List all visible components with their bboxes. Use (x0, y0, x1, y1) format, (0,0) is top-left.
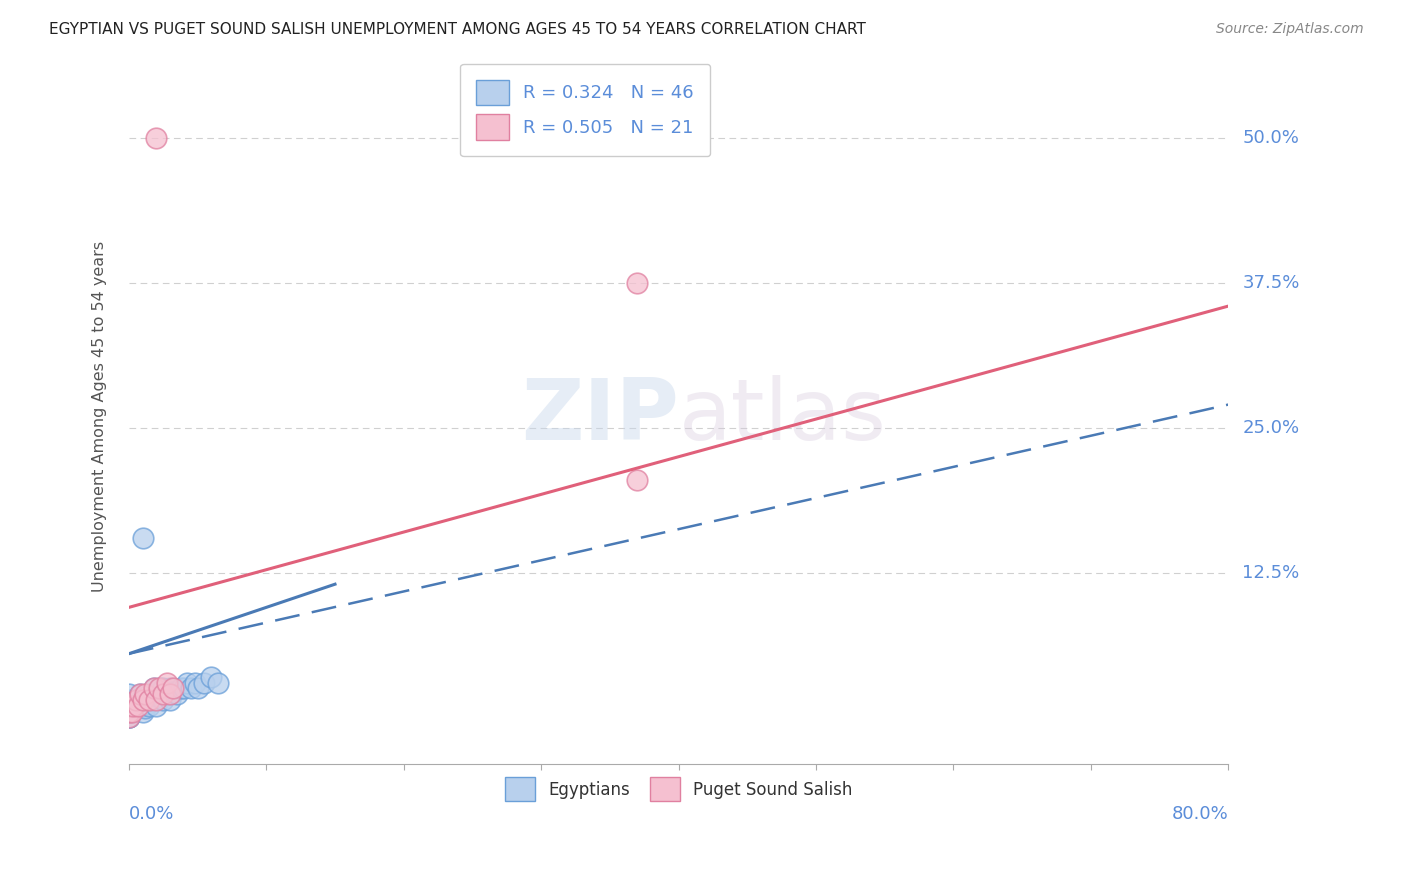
Point (118, 701, 141, 715)
Point (152, 687, 174, 701)
Point (122, 698, 145, 713)
Point (138, 687, 160, 701)
Point (131, 531, 153, 545)
Point (145, 698, 167, 713)
Point (121, 705, 143, 719)
Point (141, 693, 163, 707)
Point (136, 693, 159, 707)
Point (118, 710, 141, 724)
Point (127, 698, 149, 713)
Point (173, 681, 195, 696)
Text: 25.0%: 25.0% (1243, 418, 1299, 437)
Point (193, 675, 215, 690)
Legend: Egyptians, Puget Sound Salish: Egyptians, Puget Sound Salish (498, 771, 859, 807)
Point (138, 698, 160, 713)
Point (187, 681, 209, 696)
Point (138, 693, 160, 707)
Point (125, 693, 148, 707)
Point (162, 681, 184, 696)
Point (121, 705, 143, 719)
Point (134, 687, 156, 701)
Point (134, 701, 156, 715)
Point (118, 697, 141, 711)
Point (149, 681, 172, 696)
Point (148, 681, 170, 696)
Text: 12.5%: 12.5% (1243, 564, 1299, 582)
Point (156, 675, 179, 690)
Point (127, 698, 149, 713)
Point (626, 276, 648, 290)
Point (626, 473, 648, 487)
Point (118, 698, 141, 713)
Point (122, 698, 145, 713)
Point (125, 693, 148, 707)
Text: Source: ZipAtlas.com: Source: ZipAtlas.com (1216, 22, 1364, 37)
Point (131, 690, 153, 704)
Point (145, 687, 167, 701)
Point (166, 687, 188, 701)
Point (159, 687, 181, 701)
Point (142, 681, 165, 696)
Point (118, 698, 141, 713)
Point (170, 681, 193, 696)
Point (135, 697, 157, 711)
Point (148, 690, 170, 704)
Point (152, 693, 174, 707)
Point (118, 705, 141, 719)
Text: EGYPTIAN VS PUGET SOUND SALISH UNEMPLOYMENT AMONG AGES 45 TO 54 YEARS CORRELATIO: EGYPTIAN VS PUGET SOUND SALISH UNEMPLOYM… (49, 22, 866, 37)
Text: ZIP: ZIP (520, 375, 679, 458)
Text: 37.5%: 37.5% (1243, 274, 1299, 292)
Text: 50.0%: 50.0% (1243, 129, 1299, 147)
Point (125, 701, 148, 715)
Point (184, 675, 207, 690)
Point (118, 710, 141, 724)
Point (145, 693, 167, 707)
Point (162, 685, 184, 699)
Point (118, 710, 141, 724)
Point (180, 681, 202, 696)
Point (142, 681, 165, 696)
Text: atlas: atlas (679, 375, 887, 458)
Point (118, 710, 141, 724)
Point (118, 693, 141, 707)
Point (159, 681, 181, 696)
Point (118, 687, 141, 701)
Point (145, 131, 167, 145)
Text: 80.0%: 80.0% (1171, 805, 1229, 823)
Point (152, 681, 174, 696)
Text: 0.0%: 0.0% (129, 805, 174, 823)
Point (118, 705, 141, 719)
Y-axis label: Unemployment Among Ages 45 to 54 years: Unemployment Among Ages 45 to 54 years (93, 241, 107, 591)
Point (159, 693, 181, 707)
Point (156, 687, 179, 701)
Point (207, 675, 229, 690)
Point (128, 687, 150, 701)
Point (131, 693, 153, 707)
Point (200, 670, 222, 684)
Point (176, 675, 198, 690)
Point (131, 705, 153, 719)
Point (131, 698, 153, 713)
Point (128, 687, 150, 701)
